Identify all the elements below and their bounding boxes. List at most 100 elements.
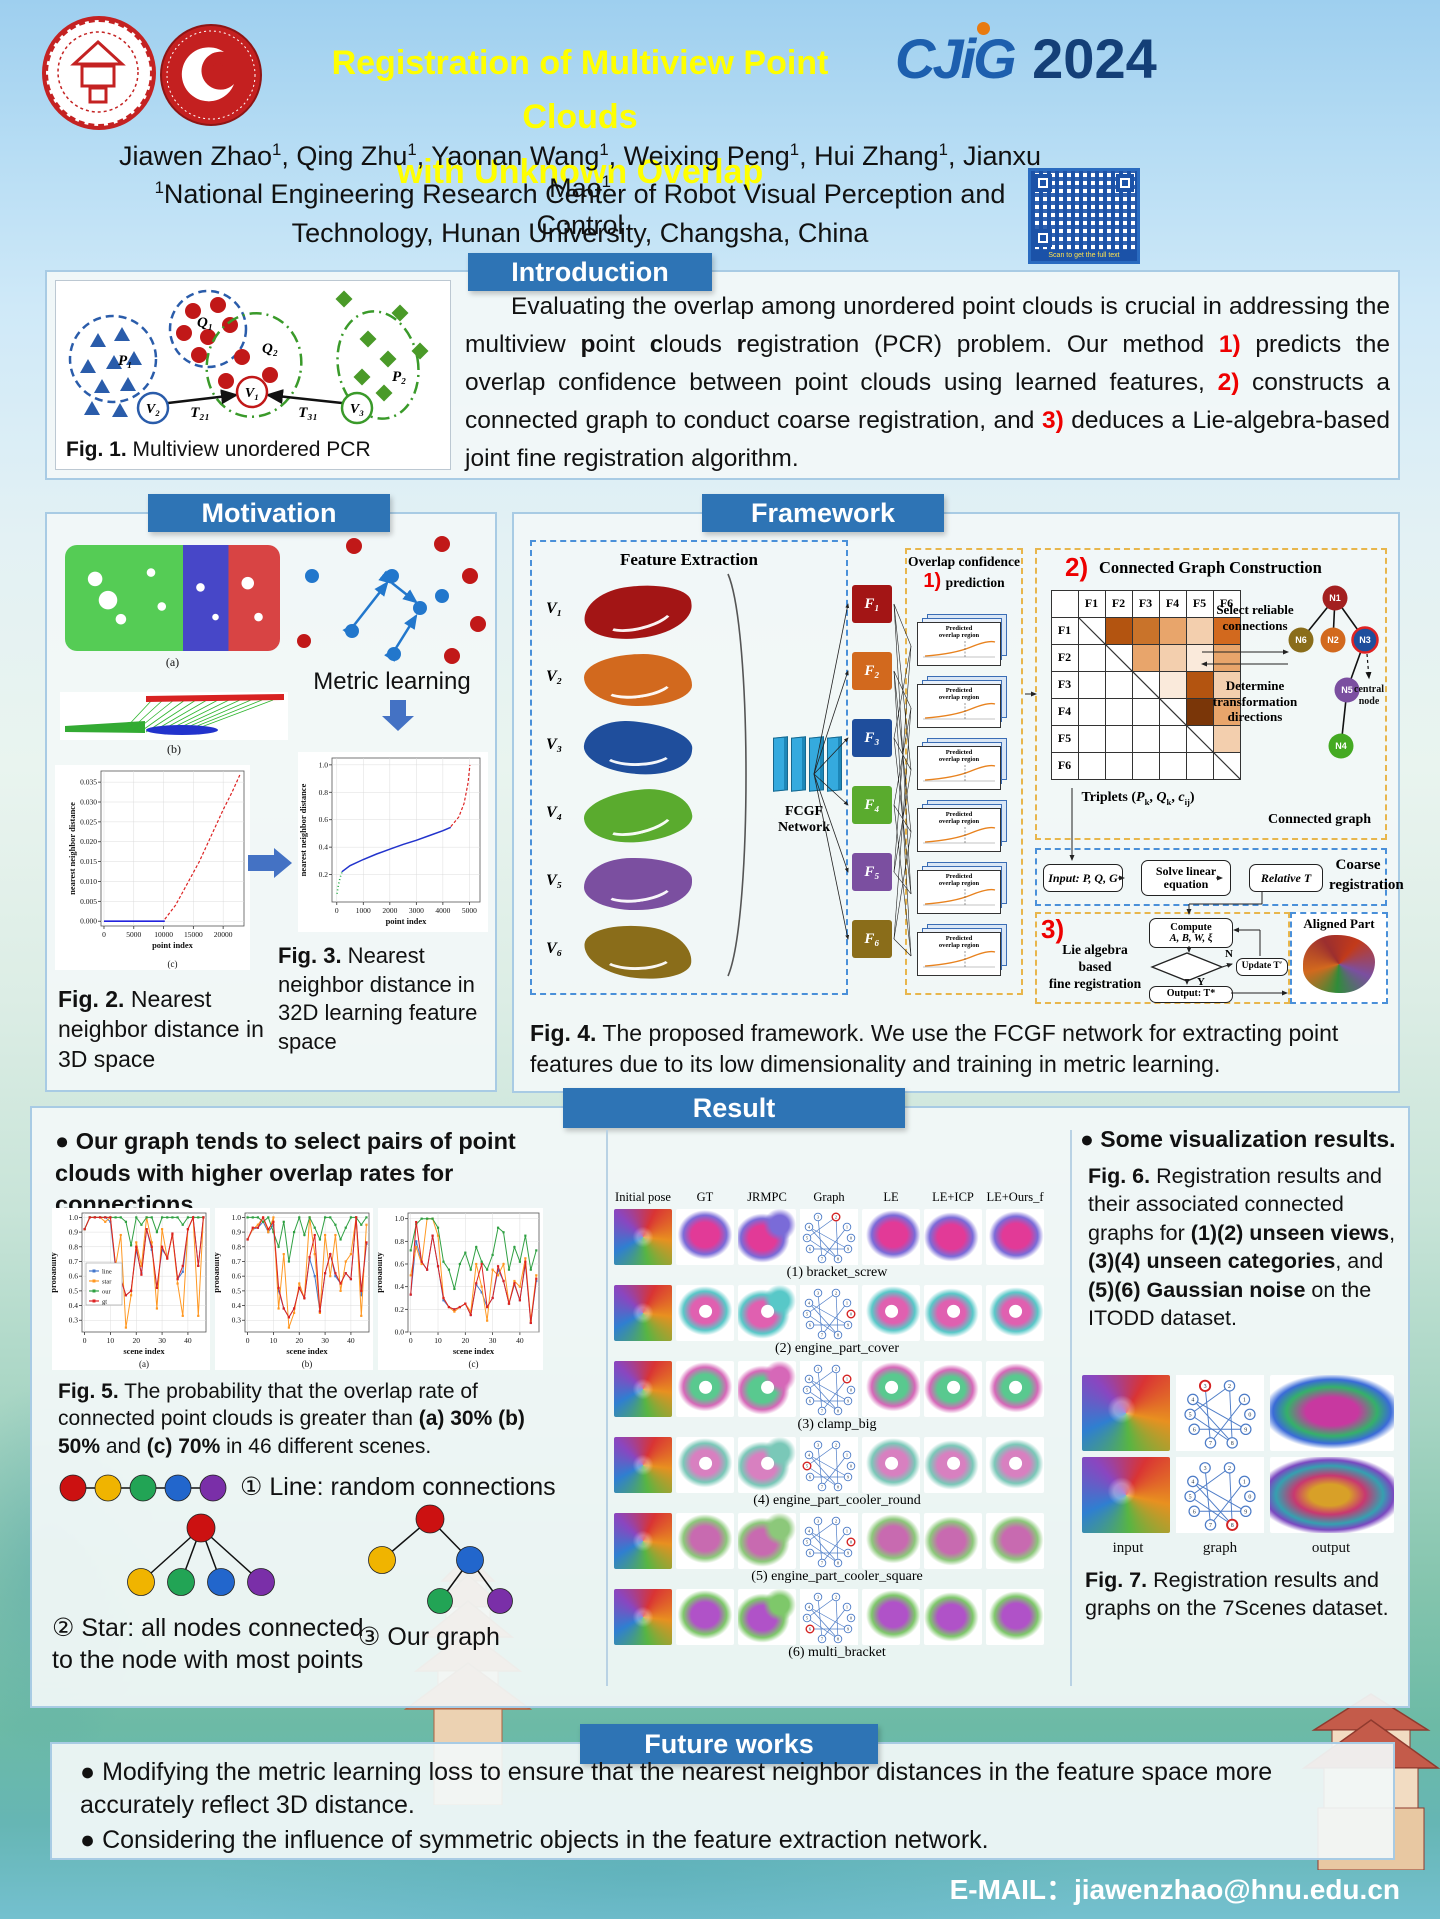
qr-code: Scan to get the full text <box>1028 168 1140 264</box>
svg-text:5: 5 <box>806 1312 809 1317</box>
fig6-column-header: JRMPC <box>747 1190 787 1204</box>
svg-text:0.8: 0.8 <box>232 1242 242 1251</box>
our-graph-diagram <box>368 1504 513 1614</box>
introduction-header-label: Introduction <box>511 256 669 287</box>
svg-text:2: 2 <box>1228 1384 1231 1390</box>
future-works-header: Future works <box>580 1724 878 1764</box>
svg-text:7: 7 <box>821 1485 824 1490</box>
svg-text:0.4: 0.4 <box>69 1301 79 1310</box>
svg-text:3: 3 <box>817 1595 820 1600</box>
svg-text:0.010: 0.010 <box>80 877 97 886</box>
svg-text:0.2: 0.2 <box>395 1305 405 1314</box>
motivation-sub-a: (a) <box>165 655 180 669</box>
svg-text:0.020: 0.020 <box>80 837 97 846</box>
update-t-box: Update T′ <box>1236 958 1288 976</box>
coarse-registration-box: Input: P, Q, G Solve linear equation Rela… <box>1035 848 1404 906</box>
svg-text:4: 4 <box>808 1453 811 1458</box>
fig6-row: 0 1 2 3 4 5 6 7 8 9 <box>614 1361 1060 1417</box>
fig6-pointcloud-cell <box>614 1437 672 1493</box>
view-label: V₂ <box>546 668 563 685</box>
output-t-box: Output: T* <box>1149 986 1233 1003</box>
node-n2: N2 <box>1327 635 1339 645</box>
fig6-column-header: LE+ICP <box>932 1190 974 1204</box>
point-cloud-blob <box>581 716 695 780</box>
fig7-label-graph: graph <box>1202 1540 1238 1556</box>
svg-text:9: 9 <box>847 1475 850 1480</box>
future-bullet-2: ● Considering the influence of symmetric… <box>80 1826 989 1854</box>
svg-text:1: 1 <box>846 1225 848 1230</box>
bullet-glyph: ● <box>55 1128 70 1154</box>
fig1-label-v2: V₂ <box>146 402 160 417</box>
qr-finder-bl <box>1034 229 1052 247</box>
svg-text:4: 4 <box>808 1377 811 1382</box>
fig6-row: 0 1 2 3 4 5 6 7 8 9 <box>614 1285 1060 1341</box>
matrix-cell <box>1158 751 1187 780</box>
fig6-row: 0 1 2 3 4 5 6 7 8 9 <box>614 1209 1060 1265</box>
matrix-cell <box>1104 670 1133 699</box>
future-bullet-1: ● Modifying the metric learning loss to … <box>80 1758 1273 1819</box>
svg-text:7: 7 <box>1209 1523 1212 1529</box>
line-graph-diagram <box>59 1474 227 1502</box>
fig7-input-image <box>1082 1457 1170 1533</box>
email-line: E-MAIL：jiawenzhao@hnu.edu.cn <box>700 1868 1400 1908</box>
fig6-column-header: Initial pose <box>615 1190 671 1204</box>
matrix-cell <box>1158 616 1187 645</box>
matrix-header-cell: F4 <box>1050 697 1079 726</box>
fig6-pointcloud-cell <box>862 1437 920 1493</box>
poster-title-line1: Registration of Multiview Point Clouds <box>331 44 829 137</box>
svg-text:3: 3 <box>1204 1466 1207 1472</box>
fig1-label-t31: T₃₁ <box>298 405 318 421</box>
svg-text:3: 3 <box>817 1291 820 1296</box>
node-n1: N1 <box>1329 593 1341 603</box>
view-label: V₆ <box>546 940 563 957</box>
fig7-output-image <box>1270 1457 1394 1533</box>
svg-text:4: 4 <box>808 1225 811 1230</box>
svg-text:0.5: 0.5 <box>69 1286 79 1295</box>
svg-text:0.7: 0.7 <box>232 1257 242 1266</box>
svg-text:5: 5 <box>806 1540 809 1545</box>
svg-text:6: 6 <box>1193 1509 1196 1515</box>
fig6-pointcloud-cell <box>738 1361 796 1417</box>
svg-text:8: 8 <box>837 1257 840 1262</box>
predicted-overlap-card: Predicted overlap region <box>917 924 1012 976</box>
conference-logo: CJiG 2024 <box>895 22 1315 106</box>
coarse-input-box: Input: P, Q, G <box>1043 864 1123 892</box>
svg-text:line: line <box>102 1268 112 1275</box>
matrix-header-cell: F1 <box>1077 589 1106 618</box>
matrix-cell <box>1212 724 1241 753</box>
svg-text:0.4: 0.4 <box>232 1301 242 1310</box>
svg-text:nearest neighbor distance: nearest neighbor distance <box>298 783 308 876</box>
fig7-row: 0 1 2 3 4 5 6 7 8 9 <box>1082 1375 1400 1451</box>
svg-text:10000: 10000 <box>154 930 173 939</box>
fig6-connected-graph-cell: 0 1 2 3 4 5 6 7 8 9 <box>800 1513 858 1569</box>
svg-text:0: 0 <box>850 1312 853 1317</box>
matrix-cell <box>1158 670 1187 699</box>
fcgf-network-icon <box>770 736 842 796</box>
fig6-connected-graph-cell: 0 1 2 3 4 5 6 7 8 9 <box>800 1437 858 1493</box>
svg-text:1.0: 1.0 <box>232 1213 242 1222</box>
fig6-pointcloud-cell <box>924 1209 982 1265</box>
fig3-chart: 0 1000 2000 3000 4000 5000 0.2 0.4 0.6 0.8 1.0 poin… <box>298 752 488 932</box>
fig6-column-header: LE <box>883 1190 899 1204</box>
svg-text:(a): (a) <box>139 1359 149 1369</box>
matrix-cell <box>1185 751 1214 780</box>
fig6-row-caption: (6) multi_bracket <box>788 1645 886 1660</box>
svg-text:0.015: 0.015 <box>80 857 97 866</box>
email-label: E-MAIL： <box>949 1874 1074 1905</box>
matrix-cell <box>1077 751 1106 780</box>
svg-text:6: 6 <box>809 1399 812 1404</box>
matrix-cell <box>1131 724 1160 753</box>
fig1-label-p2: P₂ <box>392 369 406 385</box>
svg-text:5: 5 <box>806 1464 809 1469</box>
svg-text:6: 6 <box>809 1247 812 1252</box>
result-left-bullet: ● Our graph tends to select pairs of poi… <box>55 1128 516 1218</box>
predicted-overlap-card: Predicted overlap region <box>917 614 1012 666</box>
svg-text:6: 6 <box>809 1323 812 1328</box>
result-right-bullet: ● Some visualization results. <box>1080 1126 1396 1152</box>
svg-text:0: 0 <box>850 1540 853 1545</box>
svg-text:0.035: 0.035 <box>80 778 97 787</box>
fine-registration-box: 3) Lie algebra based fine registration Co… <box>1035 912 1290 1004</box>
poster-title: Registration of Multiview Point Clouds w… <box>270 36 890 199</box>
svg-text:2: 2 <box>835 1519 837 1524</box>
